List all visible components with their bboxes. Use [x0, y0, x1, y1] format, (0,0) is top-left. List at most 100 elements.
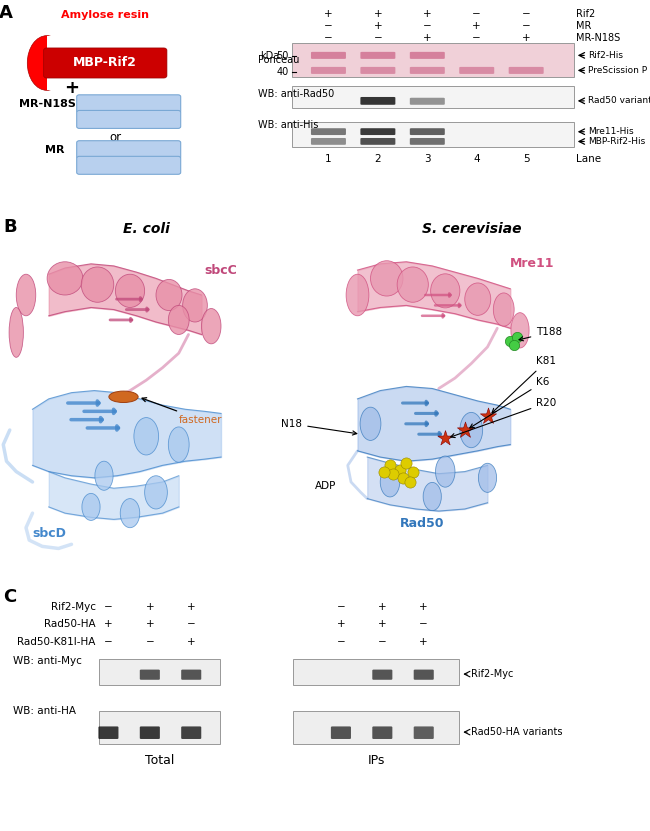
- Ellipse shape: [380, 467, 400, 497]
- Text: −: −: [522, 9, 530, 19]
- Point: [388, 467, 398, 480]
- Ellipse shape: [81, 267, 114, 302]
- Text: Mre11-His: Mre11-His: [103, 99, 155, 109]
- Text: Rif2-Myc: Rif2-Myc: [471, 669, 514, 679]
- Text: B: B: [3, 219, 17, 236]
- FancyBboxPatch shape: [311, 67, 346, 74]
- Text: −: −: [419, 619, 428, 629]
- Text: −: −: [324, 21, 333, 31]
- Point: [385, 459, 395, 472]
- Text: ADP: ADP: [315, 481, 337, 491]
- Point: [401, 457, 411, 470]
- FancyBboxPatch shape: [413, 670, 434, 680]
- Ellipse shape: [460, 412, 482, 448]
- Point: [512, 330, 522, 343]
- FancyBboxPatch shape: [372, 670, 393, 680]
- Text: sbcD: sbcD: [32, 528, 66, 540]
- Text: −: −: [423, 21, 432, 31]
- Text: 50: 50: [276, 52, 289, 61]
- Text: 5: 5: [523, 154, 530, 164]
- FancyBboxPatch shape: [292, 86, 574, 108]
- FancyBboxPatch shape: [293, 659, 459, 685]
- Text: K6: K6: [470, 377, 550, 428]
- Text: 3: 3: [424, 154, 430, 164]
- Text: +: +: [324, 9, 333, 19]
- Text: −: −: [378, 637, 387, 647]
- Text: Rad50 variant: Rad50 variant: [588, 96, 650, 106]
- FancyBboxPatch shape: [292, 43, 574, 76]
- Ellipse shape: [511, 312, 529, 348]
- Text: Mre11-His: Mre11-His: [103, 145, 155, 155]
- Point: [378, 465, 389, 478]
- Text: WB: anti-His: WB: anti-His: [258, 120, 318, 130]
- Ellipse shape: [109, 391, 138, 402]
- Text: −: −: [187, 619, 196, 629]
- Point: [404, 475, 415, 489]
- FancyBboxPatch shape: [311, 138, 346, 145]
- FancyBboxPatch shape: [413, 726, 434, 739]
- Point: [398, 471, 408, 484]
- Text: +: +: [146, 602, 154, 612]
- Text: T188: T188: [519, 327, 562, 341]
- Text: −: −: [473, 9, 481, 19]
- Text: +: +: [423, 9, 432, 19]
- Point: [395, 463, 405, 476]
- Ellipse shape: [47, 262, 83, 295]
- FancyBboxPatch shape: [140, 726, 160, 739]
- Ellipse shape: [370, 261, 403, 296]
- FancyBboxPatch shape: [292, 121, 574, 147]
- Text: sbcC: sbcC: [205, 263, 237, 277]
- FancyBboxPatch shape: [99, 711, 220, 744]
- Ellipse shape: [16, 274, 36, 316]
- Ellipse shape: [183, 288, 207, 322]
- Text: +: +: [187, 637, 196, 647]
- Text: MBP-Rif2: MBP-Rif2: [73, 57, 137, 70]
- Point: [440, 432, 450, 445]
- Text: +: +: [187, 602, 196, 612]
- Text: Mre11-His: Mre11-His: [588, 127, 633, 136]
- Text: +: +: [419, 602, 428, 612]
- FancyBboxPatch shape: [460, 67, 494, 74]
- Text: Rad50: Rad50: [400, 517, 445, 530]
- Text: Rad50-HA: Rad50-HA: [44, 619, 96, 629]
- Text: MR: MR: [46, 145, 65, 155]
- Ellipse shape: [397, 267, 428, 302]
- Text: Rad50-K81I-HA: Rad50-K81I-HA: [18, 637, 96, 647]
- Text: MBP-Rif2-His: MBP-Rif2-His: [588, 137, 645, 146]
- Ellipse shape: [168, 427, 189, 462]
- Text: +: +: [64, 80, 79, 97]
- Text: Lane: Lane: [576, 154, 601, 164]
- Text: or: or: [110, 130, 122, 144]
- Text: 4: 4: [473, 154, 480, 164]
- FancyBboxPatch shape: [410, 98, 445, 105]
- Ellipse shape: [360, 407, 381, 440]
- Text: C: C: [3, 588, 16, 606]
- Point: [460, 424, 470, 437]
- Text: −: −: [522, 21, 530, 31]
- FancyBboxPatch shape: [372, 726, 393, 739]
- Ellipse shape: [95, 461, 113, 490]
- Text: IPs: IPs: [367, 754, 385, 767]
- Text: MR-N18S: MR-N18S: [576, 32, 620, 42]
- Point: [508, 338, 519, 352]
- Ellipse shape: [423, 482, 441, 510]
- Text: 40: 40: [276, 66, 289, 76]
- Text: −: −: [337, 602, 345, 612]
- Text: MR-N18S: MR-N18S: [20, 99, 77, 109]
- FancyBboxPatch shape: [360, 128, 395, 135]
- Ellipse shape: [116, 274, 144, 307]
- Text: +: +: [378, 602, 387, 612]
- Text: A: A: [0, 4, 12, 22]
- Text: Rif2: Rif2: [576, 9, 595, 19]
- Text: +: +: [374, 21, 382, 31]
- Text: +: +: [146, 619, 154, 629]
- Ellipse shape: [82, 494, 100, 520]
- FancyBboxPatch shape: [77, 140, 181, 159]
- FancyBboxPatch shape: [293, 711, 459, 744]
- FancyBboxPatch shape: [410, 67, 445, 74]
- Text: +: +: [374, 9, 382, 19]
- Ellipse shape: [9, 307, 23, 357]
- FancyBboxPatch shape: [410, 138, 445, 145]
- Text: Amylose resin: Amylose resin: [61, 10, 150, 20]
- Ellipse shape: [134, 417, 159, 455]
